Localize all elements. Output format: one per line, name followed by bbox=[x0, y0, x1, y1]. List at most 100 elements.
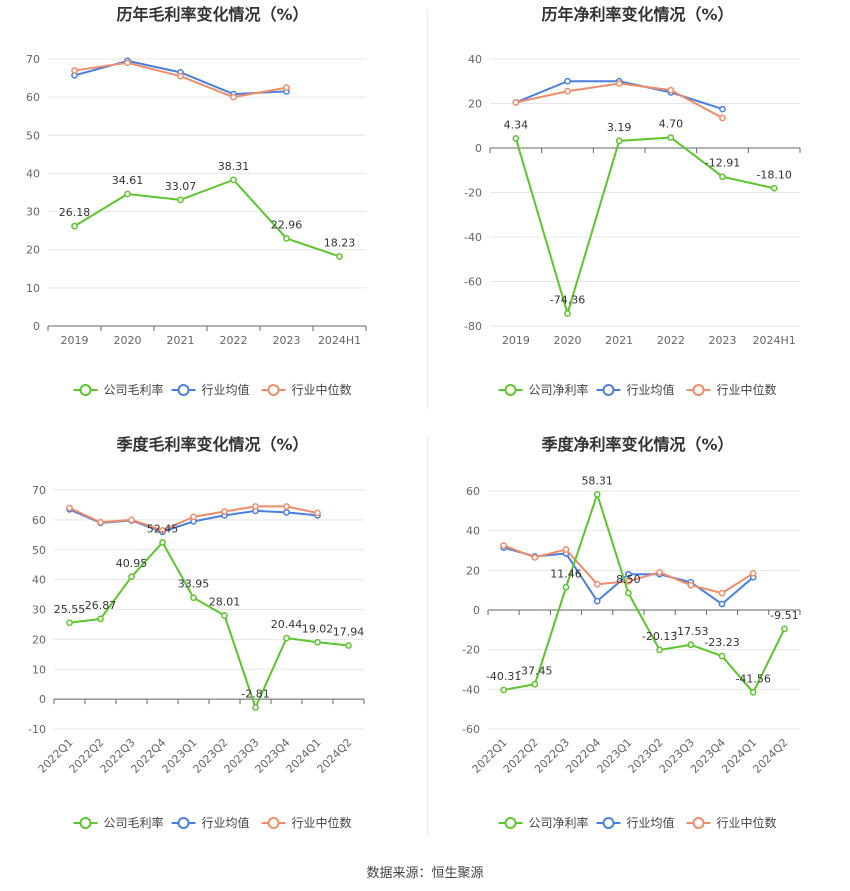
data-point-company bbox=[667, 134, 675, 141]
data-label: 38.31 bbox=[218, 160, 250, 173]
series-line-industry-median bbox=[74, 61, 287, 99]
legend-label-industry-average: 行业均值 bbox=[627, 815, 675, 830]
x-tick-label: 2019 bbox=[61, 334, 89, 347]
data-point-industry-median bbox=[190, 513, 197, 521]
data-point-industry-median bbox=[687, 581, 695, 589]
data-point-company bbox=[159, 539, 166, 546]
y-tick-label: -20 bbox=[464, 187, 482, 200]
data-point-industry-median bbox=[221, 508, 228, 515]
divider-bottom bbox=[427, 436, 428, 836]
data-point-company bbox=[564, 310, 571, 317]
data-point-industry-median bbox=[66, 504, 73, 512]
x-tick-label: 2023 bbox=[709, 334, 737, 347]
data-label: -37.45 bbox=[517, 664, 552, 677]
data-label: 4.34 bbox=[504, 118, 528, 131]
data-label: 11.46 bbox=[550, 567, 582, 580]
series-line-company bbox=[514, 136, 775, 315]
legend-marker-industry-median bbox=[692, 817, 705, 829]
y-tick-label: 30 bbox=[32, 604, 46, 617]
data-source: 数据来源：恒生聚源 bbox=[366, 866, 484, 881]
data-label: 52.45 bbox=[147, 522, 179, 535]
legend-label-company: 公司毛利率 bbox=[104, 382, 164, 397]
data-label: 26.87 bbox=[85, 599, 117, 612]
chart-quarterly-net-margin-svg: 季度净利率变化情况（%）-60-40-2002040602022Q12022Q2… bbox=[462, 435, 801, 830]
x-tick-label: 2024H1 bbox=[753, 334, 796, 347]
legend-marker-industry-average bbox=[602, 817, 615, 829]
y-tick-label: 0 bbox=[473, 604, 480, 617]
data-label: 34.61 bbox=[112, 174, 144, 187]
data-point-industry-median bbox=[124, 59, 131, 67]
x-tick-label: 2022 bbox=[220, 334, 248, 347]
legend-label-industry-average: 行业均值 bbox=[627, 382, 675, 397]
data-point-company bbox=[500, 686, 507, 694]
data-point-company bbox=[718, 652, 726, 660]
data-label: 40.95 bbox=[116, 557, 148, 570]
legend-marker-industry-median bbox=[267, 817, 280, 829]
data-point-industry-median bbox=[625, 577, 632, 585]
y-tick-label: 70 bbox=[32, 484, 46, 497]
data-label: 26.18 bbox=[59, 206, 91, 219]
y-tick-label: 40 bbox=[32, 574, 46, 587]
x-tick-label: 2021 bbox=[167, 334, 195, 347]
x-tick-label: 2020 bbox=[114, 334, 142, 347]
legend-marker-industry-average bbox=[602, 384, 615, 396]
data-point-company bbox=[625, 589, 632, 597]
data-point-industry-average bbox=[719, 105, 726, 113]
data-point-industry-average bbox=[593, 597, 601, 605]
chart-quarterly-gross-margin-svg: 季度毛利率变化情况（%）-100102030405060702022Q12022… bbox=[28, 435, 365, 830]
y-tick-label: 40 bbox=[26, 167, 40, 180]
data-point-industry-median bbox=[749, 569, 757, 577]
chart-annual-net-margin-svg: 历年净利率变化情况（%） -80 -60 -40 -20 0 20 40 2019 2020 202… bbox=[464, 5, 801, 397]
data-point-industry-median bbox=[512, 99, 520, 106]
legend-marker-company bbox=[79, 817, 92, 829]
legend-label-industry-median: 行业中位数 bbox=[292, 815, 352, 830]
chart-quarterly-gross-margin: 季度毛利率变化情况（%） -10 0 10 20 30 40 50 60 70 2022Q1 2022… bbox=[0, 430, 425, 860]
legend-marker-industry-average bbox=[177, 384, 190, 396]
data-point-industry-median bbox=[128, 516, 135, 524]
data-point-company bbox=[283, 235, 290, 242]
data-label: -2.81 bbox=[241, 688, 269, 701]
y-tick-label: 50 bbox=[32, 544, 46, 557]
data-point-company bbox=[781, 625, 788, 633]
data-point-industry-median bbox=[500, 542, 507, 549]
chart-annual-gross-margin-svg: 历年毛利率变化情况（%） 0 10 20 30 40 50 60 70 2019 2020 2021 2… bbox=[26, 5, 367, 397]
legend-label-industry-average: 行业均值 bbox=[202, 382, 250, 397]
data-point-company bbox=[593, 491, 601, 498]
data-label: 4.70 bbox=[659, 118, 684, 131]
legend-label-industry-median: 行业中位数 bbox=[292, 382, 352, 397]
data-point-industry-median bbox=[159, 526, 166, 534]
data-point-industry-median bbox=[252, 503, 259, 510]
y-tick-label: 20 bbox=[32, 633, 46, 646]
data-label: -17.53 bbox=[673, 625, 708, 638]
y-tick-label: 10 bbox=[26, 282, 40, 295]
data-label: 33.07 bbox=[165, 180, 197, 193]
x-tick-label: 2020 bbox=[554, 334, 582, 347]
chart-title: 季度毛利率变化情况（%） bbox=[115, 435, 308, 454]
series-line-company bbox=[503, 493, 786, 694]
data-point-industry-median bbox=[230, 93, 237, 101]
data-point-company bbox=[177, 196, 184, 204]
data-point-company bbox=[128, 573, 135, 581]
data-point-industry-average bbox=[718, 600, 726, 608]
y-tick-label: 30 bbox=[26, 206, 40, 219]
y-tick-label: 60 bbox=[32, 514, 46, 527]
data-point-company bbox=[66, 619, 73, 627]
divider-top bbox=[427, 10, 428, 410]
data-point-company bbox=[749, 689, 757, 696]
data-point-company bbox=[190, 594, 197, 602]
data-label: 25.55 bbox=[54, 603, 86, 616]
data-point-company bbox=[719, 173, 726, 181]
chart-title: 季度净利率变化情况（%） bbox=[540, 435, 733, 454]
data-point-company bbox=[512, 134, 520, 142]
series-line-company bbox=[73, 178, 340, 258]
y-tick-label: 50 bbox=[26, 129, 40, 142]
data-point-company bbox=[770, 184, 778, 192]
data-point-company bbox=[687, 641, 695, 649]
y-tick-label: -40 bbox=[462, 683, 480, 696]
data-label: 22.96 bbox=[271, 218, 303, 231]
x-tick-label: 2021 bbox=[605, 334, 633, 347]
chart-annual-net-margin: 历年净利率变化情况（%） -80 -60 -40 -20 0 20 40 2019 2020 202… bbox=[425, 0, 850, 430]
data-label: -74.36 bbox=[550, 293, 585, 306]
data-label: -41.56 bbox=[735, 672, 770, 685]
chart-title: 历年净利率变化情况（%） bbox=[541, 5, 733, 24]
